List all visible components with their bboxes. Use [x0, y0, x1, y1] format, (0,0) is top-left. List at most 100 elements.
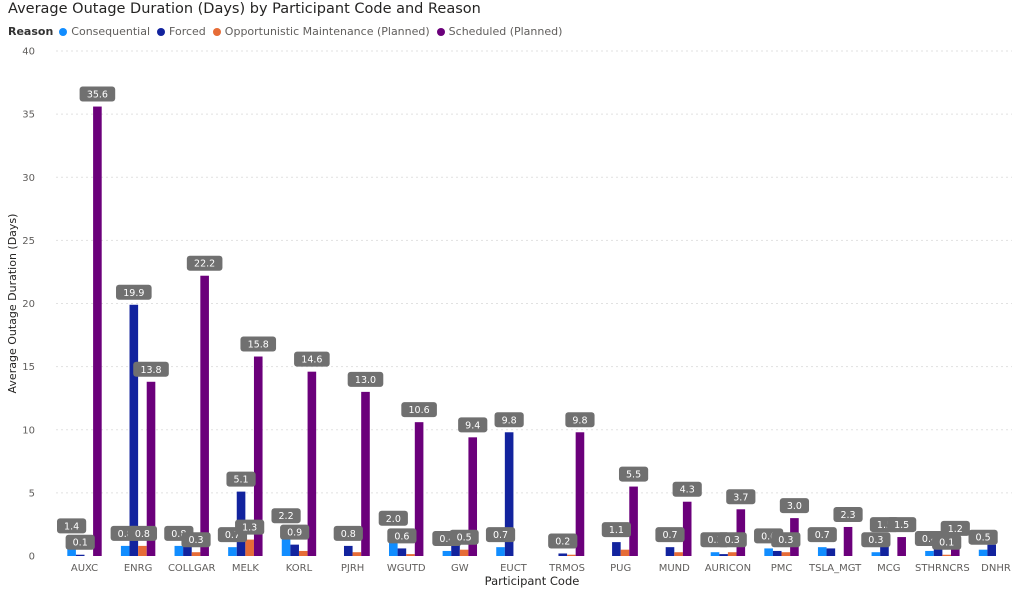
data-label-text: 0.7	[815, 530, 830, 541]
bar-korl-forced[interactable]	[290, 544, 299, 556]
bar-mcg-scheduled-planned[interactable]	[897, 537, 906, 556]
data-label-text: 0.9	[287, 528, 302, 539]
legend-item-scheduled[interactable]: Scheduled (Planned)	[436, 25, 562, 38]
bar-wgutd-forced[interactable]	[397, 548, 407, 556]
bar-gw-opportunistic-maintenance-planned[interactable]	[459, 549, 469, 556]
bar-enrg-forced[interactable]	[129, 304, 139, 556]
bar-tsla-mgt-forced[interactable]	[826, 548, 836, 556]
data-label-bg	[717, 532, 747, 548]
data-label-mund-forced: 0.7	[655, 527, 685, 543]
bar-pmc-consequential[interactable]	[764, 548, 773, 556]
bar-collgar-scheduled-planned[interactable]	[200, 275, 209, 556]
bar-melk-opportunistic-maintenance-planned[interactable]	[245, 539, 254, 556]
bar-melk-consequential[interactable]	[228, 547, 237, 556]
data-label-bg	[271, 508, 301, 524]
bar-trmos-opportunistic-maintenance-planned[interactable]	[567, 554, 576, 556]
bar-euct-consequential[interactable]	[496, 547, 505, 556]
bar-sthrncrs-consequential[interactable]	[925, 550, 934, 556]
bar-melk-scheduled-planned[interactable]	[253, 356, 263, 556]
bar-trmos-forced[interactable]	[558, 553, 568, 556]
legend-label-consequential: Consequential	[71, 25, 151, 38]
data-label-bg	[932, 534, 962, 550]
bar-auricon-consequential[interactable]	[710, 552, 720, 556]
bar-sthrncrs-forced[interactable]	[933, 548, 943, 556]
bar-gw-consequential[interactable]	[442, 550, 452, 556]
data-label-bg	[387, 528, 417, 544]
data-label-bg	[655, 527, 685, 543]
bar-auxc-forced[interactable]	[75, 554, 85, 556]
legend-item-forced[interactable]: Forced	[157, 25, 206, 38]
data-label-enrg-opportunistic-maintenance-planned: 0.8	[127, 525, 158, 541]
x-tick-label-pmc: PMC	[771, 563, 793, 574]
data-label-bg	[779, 498, 810, 514]
data-label-bg	[494, 412, 524, 428]
bar-korl-consequential[interactable]	[281, 528, 291, 556]
data-label-text: 13.8	[140, 365, 161, 376]
bar-pjrh-opportunistic-maintenance-planned[interactable]	[352, 552, 362, 556]
bar-wgutd-opportunistic-maintenance-planned[interactable]	[406, 554, 415, 556]
data-label-text: 0.3	[868, 535, 883, 546]
data-label-text: 0.4	[922, 534, 937, 545]
bar-pjrh-scheduled-planned[interactable]	[361, 391, 370, 556]
data-label-bg	[601, 522, 631, 538]
bar-mcg-consequential[interactable]	[871, 552, 881, 556]
bar-trmos-scheduled-planned[interactable]	[575, 432, 585, 556]
data-label-text: 0.8	[341, 529, 356, 540]
bar-sthrncrs-opportunistic-maintenance-planned[interactable]	[942, 554, 951, 556]
x-tick-label-auricon: AURICON	[705, 563, 751, 574]
data-label-tsla-mgt-consequential: 0.7	[807, 527, 837, 543]
legend-label-opportunistic: Opportunistic Maintenance (Planned)	[224, 25, 430, 38]
bar-pug-scheduled-planned[interactable]	[629, 486, 638, 556]
data-label-bg	[347, 371, 384, 387]
data-label-text: 0.8	[171, 529, 186, 540]
bar-collgar-opportunistic-maintenance-planned[interactable]	[191, 552, 201, 556]
data-label-text: 0.3	[707, 535, 722, 546]
bar-collgar-consequential[interactable]	[174, 545, 184, 556]
data-label-bg	[861, 532, 891, 548]
data-label-melk-opportunistic-maintenance-planned: 1.3	[235, 519, 265, 535]
bar-wgutd-scheduled-planned[interactable]	[414, 422, 424, 556]
bar-pug-opportunistic-maintenance-planned[interactable]	[620, 549, 630, 556]
x-tick-label-wgutd: WGUTD	[387, 563, 426, 574]
data-label-pmc-opportunistic-maintenance-planned: 0.3	[771, 532, 801, 548]
bar-mund-opportunistic-maintenance-planned[interactable]	[674, 552, 683, 556]
legend-item-consequential[interactable]: Consequential	[59, 25, 150, 38]
bar-tsla-mgt-scheduled-planned[interactable]	[843, 526, 853, 556]
bar-auxc-scheduled-planned[interactable]	[93, 106, 102, 557]
bar-auricon-forced[interactable]	[719, 554, 728, 556]
data-label-gw-scheduled-planned: 9.4	[458, 417, 488, 433]
bar-korl-opportunistic-maintenance-planned[interactable]	[298, 550, 308, 556]
bar-mund-scheduled-planned[interactable]	[682, 501, 692, 556]
bar-euct-forced[interactable]	[504, 432, 514, 556]
data-label-bg	[116, 284, 152, 300]
bar-tsla-mgt-consequential[interactable]	[817, 547, 827, 556]
data-label-text: 0.3	[725, 535, 740, 546]
x-tick-label-auxc: AUXC	[71, 563, 98, 574]
bar-collgar-forced[interactable]	[183, 539, 192, 556]
bar-dnhr-consequential[interactable]	[978, 549, 988, 556]
data-label-euct-consequential: 0.7	[485, 527, 516, 543]
legend-item-opportunistic[interactable]: Opportunistic Maintenance (Planned)	[212, 25, 430, 38]
bar-auricon-opportunistic-maintenance-planned[interactable]	[727, 552, 737, 556]
bar-enrg-opportunistic-maintenance-planned[interactable]	[138, 545, 147, 556]
bar-gw-forced[interactable]	[451, 542, 460, 556]
data-label-mcg-scheduled-planned: 1.5	[887, 517, 917, 533]
data-label-text: 5.1	[233, 475, 248, 486]
bar-gw-scheduled-planned[interactable]	[468, 437, 478, 556]
y-tick-label-20: 20	[22, 299, 35, 310]
bar-mund-forced[interactable]	[665, 547, 675, 556]
bar-pmc-opportunistic-maintenance-planned[interactable]	[781, 552, 791, 556]
bar-enrg-consequential[interactable]	[120, 545, 130, 556]
data-label-melk-scheduled-planned: 15.8	[240, 336, 277, 352]
bar-enrg-scheduled-planned[interactable]	[146, 381, 156, 556]
bar-dnhr-forced[interactable]	[987, 544, 996, 556]
data-label-text: 0.8	[118, 529, 133, 540]
bar-pug-forced[interactable]	[612, 542, 621, 556]
data-label-text: 10.6	[409, 405, 430, 416]
data-label-bg	[240, 336, 277, 352]
data-label-text: 0.7	[662, 530, 677, 541]
bar-korl-scheduled-planned[interactable]	[307, 371, 317, 556]
bar-pmc-forced[interactable]	[772, 550, 782, 556]
bar-pjrh-forced[interactable]	[343, 545, 353, 556]
